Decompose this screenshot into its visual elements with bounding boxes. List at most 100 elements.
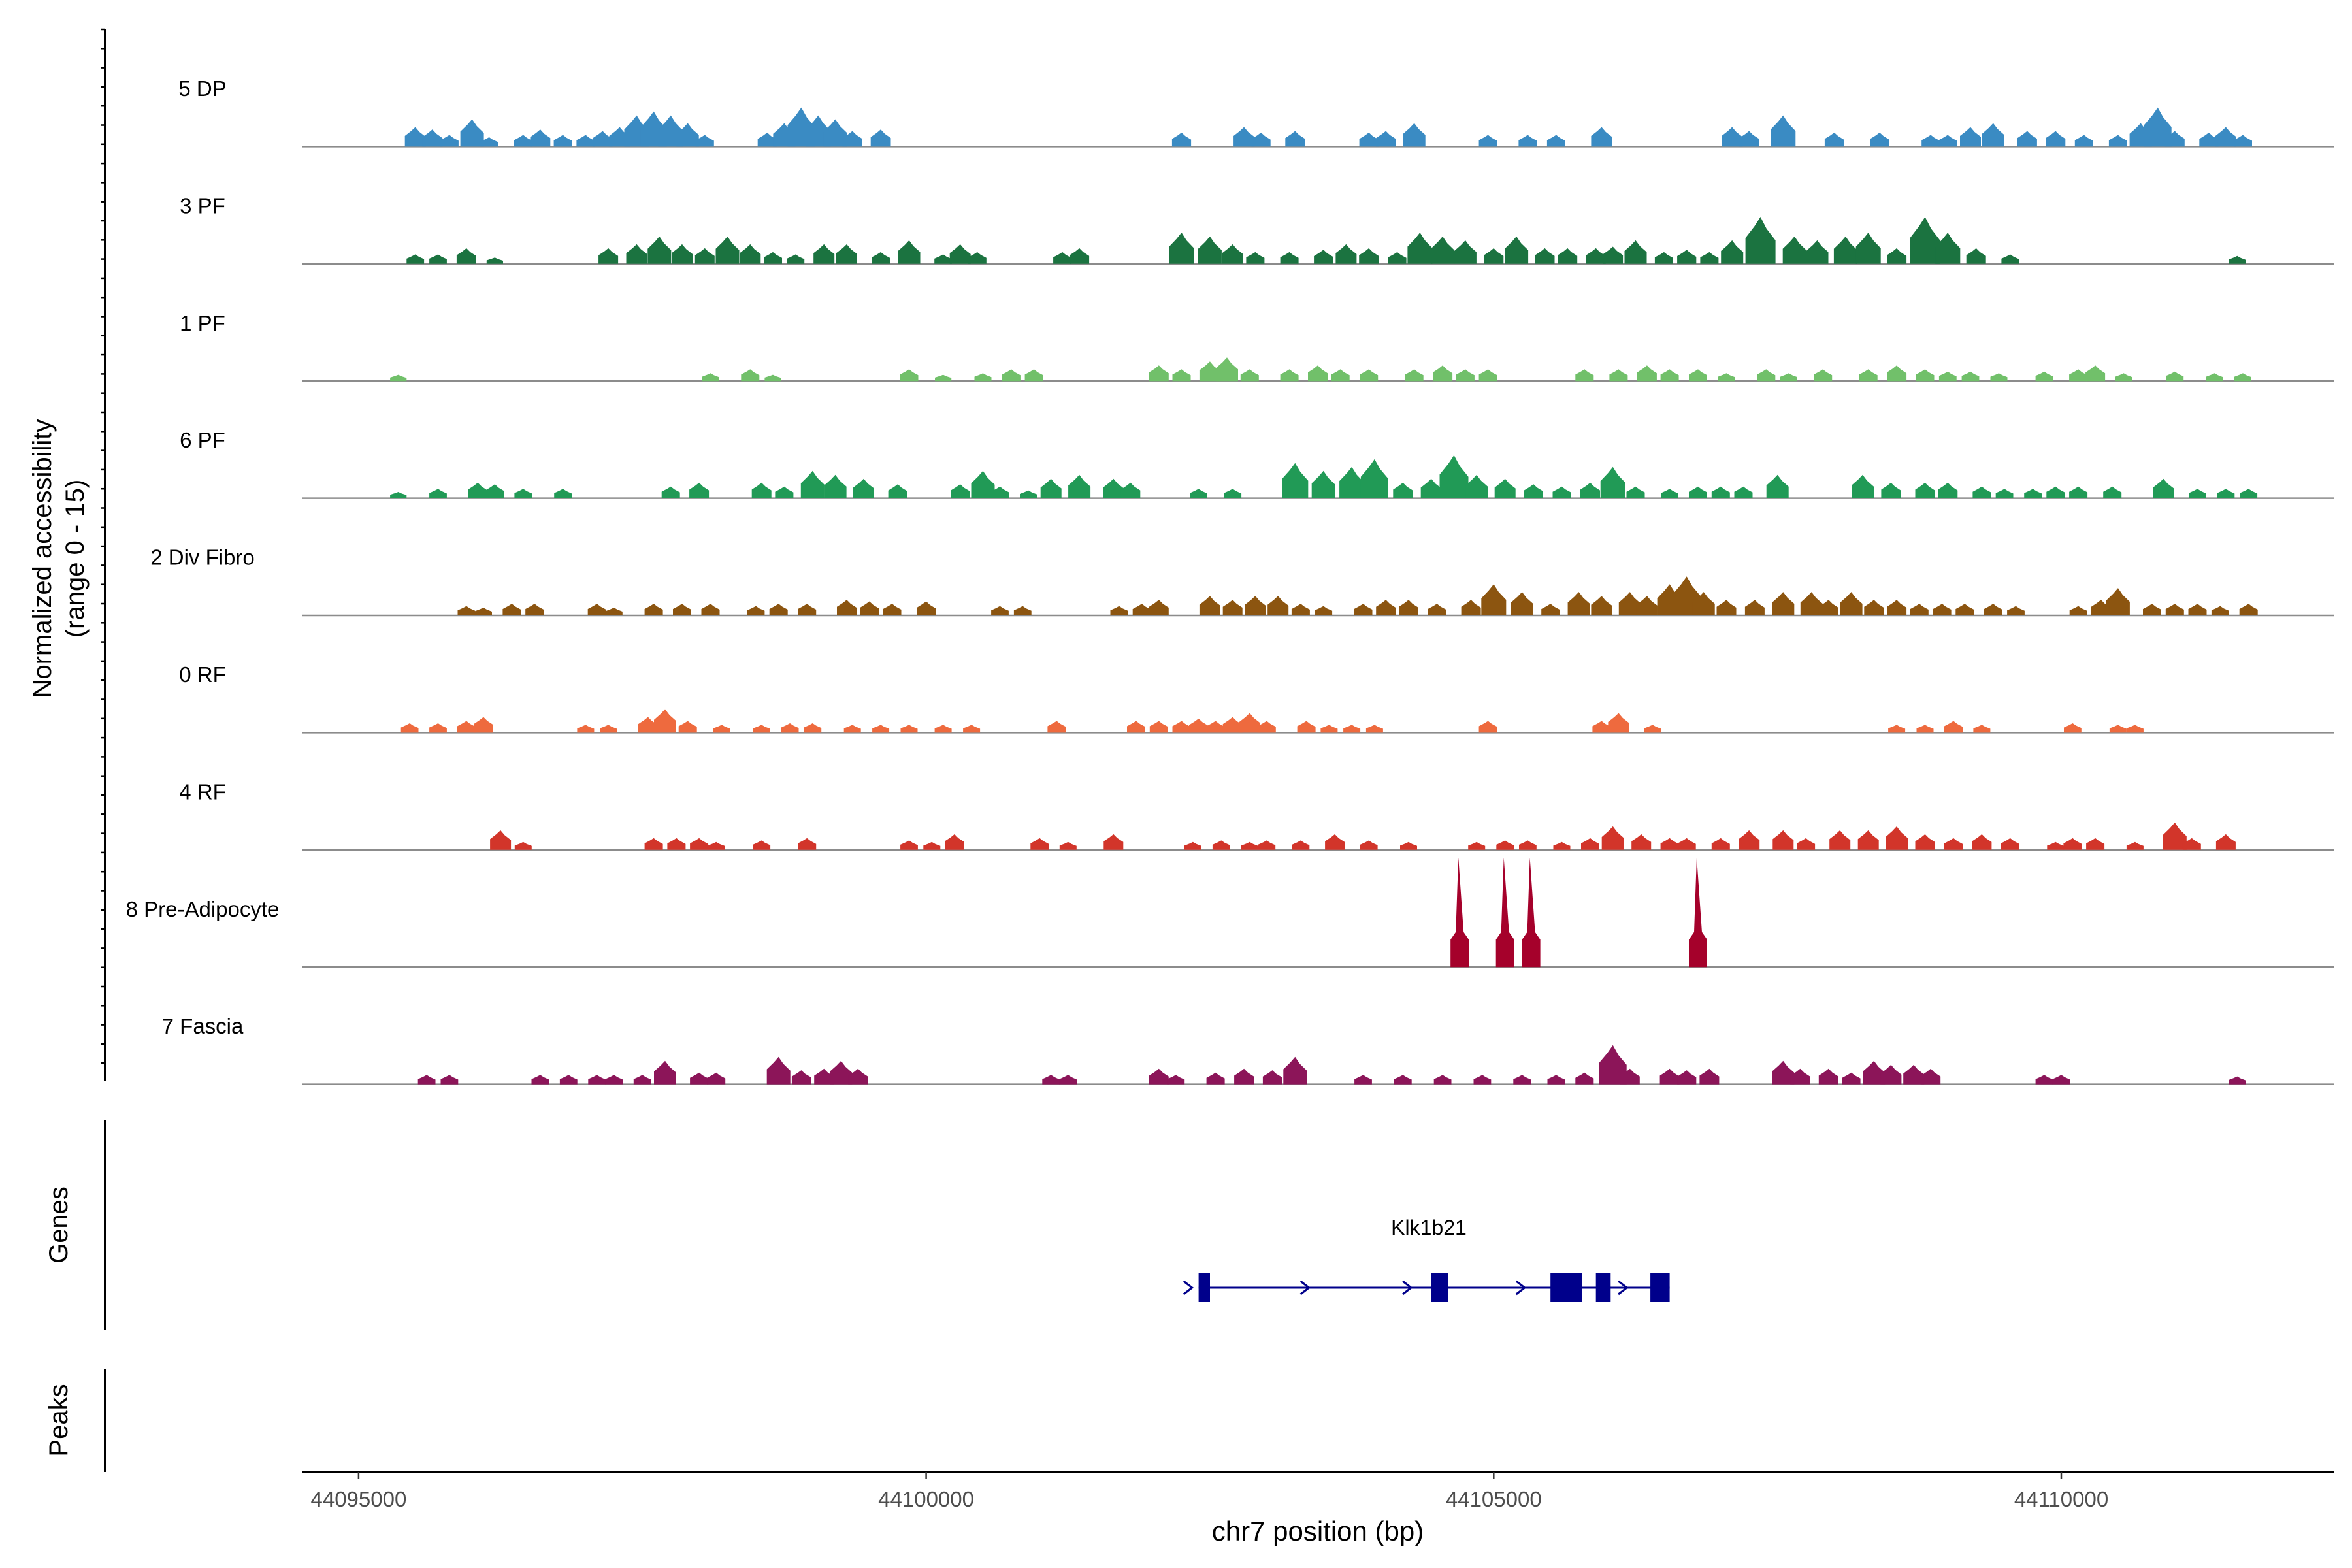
coverage-peak xyxy=(490,830,512,850)
coverage-peak xyxy=(1547,1075,1565,1085)
coverage-peak xyxy=(577,725,595,733)
coverage-peak xyxy=(1169,233,1194,264)
coverage-peak xyxy=(1103,834,1124,850)
coverage-peak xyxy=(1916,369,1935,382)
coverage-peak xyxy=(2234,373,2251,382)
coverage-peak xyxy=(1496,840,1514,850)
coverage-peak xyxy=(1189,718,1209,733)
track-3-pf: 3 PF xyxy=(180,193,2334,265)
coverage-peak xyxy=(848,1068,868,1085)
coverage-peak xyxy=(2144,107,2172,147)
coverage-peak xyxy=(1739,830,1760,850)
coverage-peak xyxy=(1535,248,1555,264)
coverage-peak xyxy=(440,1075,459,1085)
coverage-peak xyxy=(1040,478,1062,498)
coverage-peak xyxy=(2126,725,2144,733)
coverage-peak xyxy=(1394,1075,1412,1085)
coverage-peak xyxy=(990,486,1009,498)
coverage-peak xyxy=(898,240,921,264)
coverage-peak xyxy=(1297,721,1316,733)
coverage-peak xyxy=(588,1075,606,1085)
coverage-peak xyxy=(888,484,907,498)
coverage-peak xyxy=(672,244,693,264)
coverage-peak xyxy=(1468,841,1486,850)
coverage-peak xyxy=(934,254,952,264)
coverage-peak xyxy=(870,129,891,147)
track-label: 3 PF xyxy=(180,193,225,218)
coverage-peak xyxy=(1285,131,1305,147)
coverage-peak xyxy=(1677,1070,1697,1085)
coverage-peak xyxy=(2069,369,2088,382)
coverage-peak xyxy=(1212,840,1230,850)
coverage-peak xyxy=(1772,592,1795,615)
x-tick-label: 44100000 xyxy=(878,1487,974,1511)
x-tick-label: 44110000 xyxy=(2014,1487,2108,1511)
coverage-peak xyxy=(468,482,488,498)
coverage-peak xyxy=(1915,834,1935,850)
coverage-peak xyxy=(1461,600,1481,615)
coverage-peak xyxy=(1315,606,1333,615)
coverage-peak xyxy=(781,723,799,733)
coverage-peak xyxy=(1110,606,1128,615)
coverage-peak xyxy=(1431,236,1455,264)
coverage-tracks: 5 DP 3 PF 1 PF 6 PF 2 Div Fibro 0 RF 4 RF 8 Pre… xyxy=(126,76,2334,1085)
coverage-peak xyxy=(390,492,407,498)
coverage-peak xyxy=(1199,596,1220,615)
x-tick-label: 44105000 xyxy=(1446,1487,1542,1511)
coverage-peak xyxy=(480,137,498,147)
coverage-peak xyxy=(1780,373,1797,382)
coverage-peak xyxy=(1354,1075,1372,1085)
coverage-peak xyxy=(457,606,476,615)
coverage-peak xyxy=(667,838,686,850)
coverage-peak xyxy=(429,723,447,733)
coverage-peak xyxy=(1428,604,1446,615)
coverage-peak xyxy=(633,1075,651,1085)
coverage-peak xyxy=(644,604,663,615)
coverage-peak xyxy=(1473,1075,1492,1085)
coverage-peak xyxy=(1961,371,1980,382)
coverage-peak xyxy=(971,470,995,498)
coverage-peak xyxy=(1689,486,1707,498)
coverage-peak xyxy=(1829,830,1851,850)
coverage-peak xyxy=(1990,373,2008,382)
coverage-peak xyxy=(2035,1075,2053,1085)
coverage-peak xyxy=(2001,838,2019,850)
coverage-peak xyxy=(837,600,857,615)
coverage-peak xyxy=(593,131,613,147)
coverage-peak xyxy=(1495,857,1514,968)
coverage-peak xyxy=(1608,713,1629,733)
coverage-peak xyxy=(1505,236,1529,264)
track-4-rf: 4 RF xyxy=(179,779,2334,851)
strand-arrow-icon xyxy=(1515,1280,1527,1296)
coverage-peak xyxy=(1586,248,1606,264)
coverage-peak xyxy=(2001,254,2019,264)
coverage-peak xyxy=(1600,466,1625,498)
coverage-peak xyxy=(1966,248,1986,264)
coverage-peak xyxy=(1399,600,1418,615)
coverage-peak xyxy=(1190,489,1207,498)
coverage-peak xyxy=(2046,486,2065,498)
coverage-peak xyxy=(531,1075,549,1085)
gene-track: Klk1b21 xyxy=(1183,1216,1670,1302)
coverage-peak xyxy=(689,482,710,498)
coverage-peak xyxy=(2063,838,2082,850)
coverage-peak xyxy=(2046,131,2066,147)
coverage-peak xyxy=(1660,838,1679,850)
coverage-peak xyxy=(1601,826,1624,850)
coverage-peak xyxy=(1603,246,1624,264)
coverage-peak xyxy=(2064,723,2082,733)
coverage-peak xyxy=(690,838,709,850)
gene-exon xyxy=(1650,1273,1670,1302)
coverage-peak xyxy=(2188,604,2207,615)
coverage-peak xyxy=(1887,248,1907,264)
coverage-peak xyxy=(457,721,476,733)
coverage-peak xyxy=(1262,1070,1282,1085)
coverage-peak xyxy=(1524,484,1543,498)
coverage-peak xyxy=(2164,131,2185,147)
coverage-peak xyxy=(1002,369,1021,382)
coverage-peak xyxy=(1880,1064,1902,1085)
coverage-peak xyxy=(1552,486,1571,498)
track-0-rf: 0 RF xyxy=(179,662,2334,734)
coverage-peak xyxy=(753,725,770,733)
coverage-peak xyxy=(1518,135,1537,147)
